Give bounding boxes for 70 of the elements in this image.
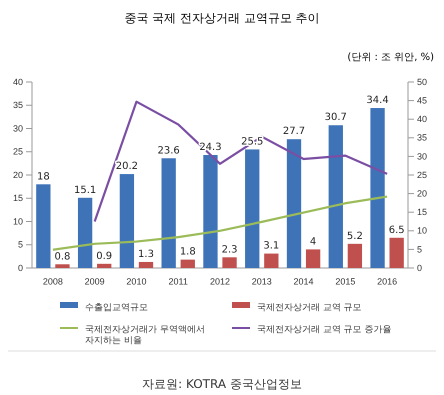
data-label: 3.1 — [263, 240, 280, 252]
y-tick-label: 15 — [12, 193, 23, 204]
data-label: 18 — [36, 171, 50, 182]
bar — [264, 254, 278, 268]
data-label: 27.7 — [282, 126, 306, 138]
text: 자료원: KOTRA 중국산업정보 — [142, 377, 302, 391]
data-label: 20.2 — [116, 161, 138, 172]
x-tick-label: 2013 — [252, 276, 272, 286]
data-label: 2.3 — [222, 244, 238, 256]
bar — [203, 155, 218, 268]
y-tick-label: 5 — [18, 240, 23, 250]
x-tick-label: 2014 — [294, 276, 314, 286]
data-label: 5.2 — [346, 230, 363, 242]
y-tick-label: 40 — [12, 76, 23, 87]
y2-tick-label: 40 — [417, 114, 428, 124]
bar — [286, 139, 302, 268]
x-tick-label: 2016 — [377, 276, 398, 286]
y-tick-label: 0 — [18, 262, 23, 273]
chart-subtitle: (단위 : 조 위안, %) — [347, 52, 434, 63]
data-label: 1.3 — [138, 248, 154, 260]
data-label: 0.8 — [54, 251, 70, 262]
data-label: 1.8 — [180, 246, 196, 258]
legend-label: 국제전자상거래 교역 규모 증가율 — [257, 325, 392, 335]
x-tick-label: 2008 — [42, 276, 63, 286]
bar — [78, 198, 92, 268]
y2-tick-label: 5 — [417, 244, 422, 254]
x-tick-label: 2015 — [335, 276, 356, 286]
legend-label: 국제전자상거래가 무역액에서 자지하는 비율 — [85, 325, 205, 346]
x-tick-label: 2009 — [84, 276, 105, 286]
x-tick-label: 2012 — [210, 276, 230, 286]
legend-label: 국제전자상거래 교역 규모 — [257, 303, 362, 313]
y-tick-label: 20 — [12, 170, 23, 180]
bar — [180, 260, 195, 268]
y2-tick-label: 15 — [417, 207, 428, 218]
y2-tick-label: 50 — [417, 76, 428, 87]
y2-tick-label: 0 — [417, 262, 422, 273]
data-label: 4 — [310, 236, 316, 248]
bar — [36, 184, 50, 268]
data-label: 15.1 — [74, 184, 96, 196]
chart-title: 중국 국제 전자상거래 교역규모 추이 — [124, 11, 320, 25]
bar — [306, 249, 320, 268]
y2-tick-label: 45 — [417, 95, 428, 106]
y2-tick-label: 25 — [417, 170, 428, 180]
y-tick-label: 25 — [12, 146, 23, 157]
bar — [245, 149, 260, 268]
bar — [390, 238, 404, 268]
y2-tick-label: 30 — [417, 151, 428, 162]
bar — [370, 108, 385, 268]
legend-label: 수출입교역규모 — [85, 303, 148, 313]
y-tick-label: 35 — [12, 100, 23, 110]
y2-tick-label: 20 — [417, 188, 428, 198]
bar — [55, 264, 70, 268]
bar — [222, 257, 237, 268]
data-label: 6.5 — [388, 224, 405, 236]
bar — [97, 264, 112, 268]
x-tick-label: 2011 — [168, 276, 188, 286]
bar — [120, 174, 134, 268]
y-tick-label: 30 — [12, 123, 23, 134]
y2-tick-label: 10 — [417, 226, 428, 236]
data-label: 23.6 — [158, 145, 180, 156]
data-label: 34.4 — [366, 95, 389, 106]
bar — [162, 158, 176, 268]
bar — [138, 262, 154, 268]
bar — [348, 244, 362, 268]
x-tick-label: 2010 — [126, 276, 146, 286]
data-label: 0.9 — [96, 250, 112, 262]
y2-tick-label: 35 — [417, 132, 428, 143]
data-label: 30.7 — [324, 112, 347, 124]
bar — [328, 125, 343, 268]
y-tick-label: 10 — [12, 216, 23, 226]
